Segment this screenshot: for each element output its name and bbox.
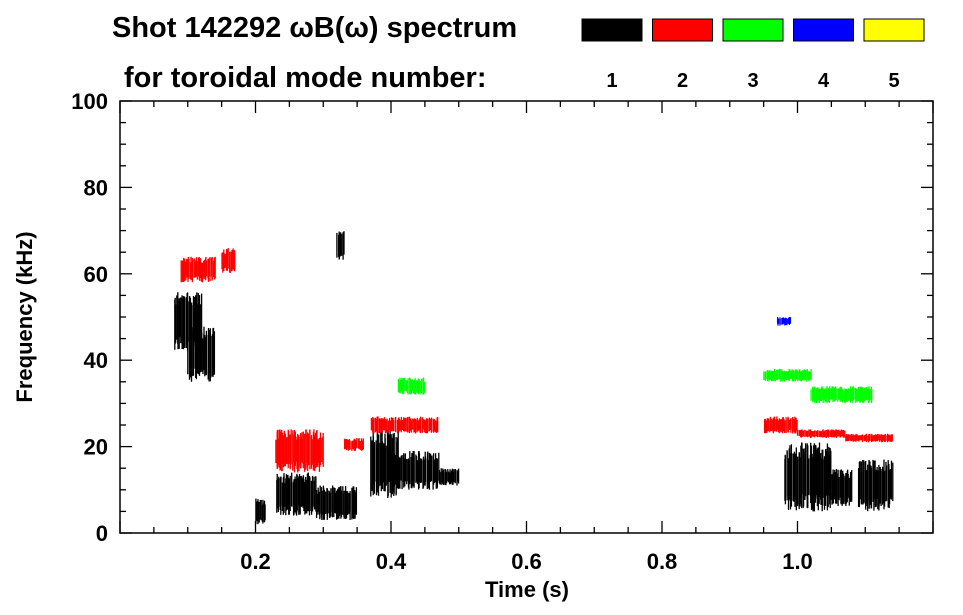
- plot-marks: [174, 231, 894, 525]
- spectral-region-mode-2-4: [370, 416, 439, 434]
- chart-title-line2: for toroidal mode number:: [124, 62, 487, 94]
- x-tick-label: 1.0: [782, 549, 813, 574]
- spectral-region-mode-2-2: [275, 429, 324, 473]
- spectral-region-mode-1-9: [784, 442, 832, 512]
- legend-label-mode-2: 2: [677, 70, 688, 92]
- legend-label-mode-5: 5: [888, 70, 899, 92]
- spectral-region-mode-2-5: [763, 416, 798, 434]
- y-tick-label: 80: [84, 175, 108, 200]
- chart-title-line1: Shot 142292 ωB(ω) spectrum: [112, 12, 517, 44]
- x-tick-label: 0.2: [240, 549, 271, 574]
- spectral-region-mode-1-1: [187, 325, 216, 382]
- x-axis: 0.2 0.4 0.6 0.8 1.0: [119, 101, 934, 574]
- spectral-region-mode-1-8: [438, 468, 460, 486]
- spectral-region-mode-1-5: [336, 231, 345, 260]
- legend-label-mode-1: 1: [606, 70, 617, 92]
- series-mode-3: [397, 368, 873, 404]
- spectral-region-mode-1-10: [831, 469, 853, 506]
- y-tick-label: 20: [84, 435, 108, 460]
- x-tick-label: 0.8: [647, 549, 678, 574]
- series-mode-4: [776, 317, 792, 326]
- series-mode-1: [174, 231, 894, 525]
- spectral-region-mode-1-7: [391, 451, 440, 490]
- legend-label-mode-4: 4: [818, 70, 830, 92]
- spectral-region-mode-4-0: [776, 317, 792, 326]
- legend-swatch-mode-5: [863, 18, 925, 42]
- spectral-region-mode-1-11: [857, 459, 894, 512]
- spectral-region-mode-3-2: [810, 386, 873, 404]
- legend-swatch-mode-3: [722, 18, 784, 42]
- spectral-region-mode-2-7: [845, 433, 893, 443]
- legend-swatch-mode-2: [652, 18, 713, 42]
- series-mode-2: [180, 248, 893, 473]
- legend-swatch-mode-1: [581, 18, 643, 42]
- y-tick-label: 100: [71, 89, 108, 114]
- y-axis: 0 20 40 60 80 100: [71, 89, 933, 546]
- spectral-region-mode-2-6: [796, 429, 846, 438]
- legend-swatch-mode-4: [793, 18, 854, 42]
- y-axis-label: Frequency (kHz): [12, 231, 37, 402]
- legend-label-mode-3: 3: [747, 70, 758, 92]
- y-tick-label: 0: [96, 521, 108, 546]
- y-tick-label: 40: [84, 348, 108, 373]
- spectral-region-mode-1-2: [255, 498, 266, 525]
- spectral-region-mode-2-3: [344, 438, 364, 451]
- x-tick-label: 0.4: [376, 549, 407, 574]
- spectral-region-mode-1-4: [315, 485, 358, 520]
- x-axis-label: Time (s): [485, 577, 569, 602]
- spectral-region-mode-2-1: [221, 248, 236, 273]
- y-tick-label: 60: [84, 262, 108, 287]
- legend: 1 2 3 4 5: [581, 18, 925, 92]
- spectral-region-mode-3-0: [397, 377, 426, 395]
- spectral-region-mode-2-0: [180, 256, 216, 283]
- x-tick-label: 0.6: [511, 549, 542, 574]
- spectral-region-mode-1-3: [276, 472, 317, 516]
- spectral-region-mode-3-1: [763, 368, 812, 382]
